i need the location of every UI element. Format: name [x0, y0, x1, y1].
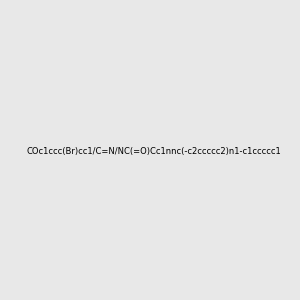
Text: COc1ccc(Br)cc1/C=N/NC(=O)Cc1nnc(-c2ccccc2)n1-c1ccccc1: COc1ccc(Br)cc1/C=N/NC(=O)Cc1nnc(-c2ccccc… [26, 147, 281, 156]
